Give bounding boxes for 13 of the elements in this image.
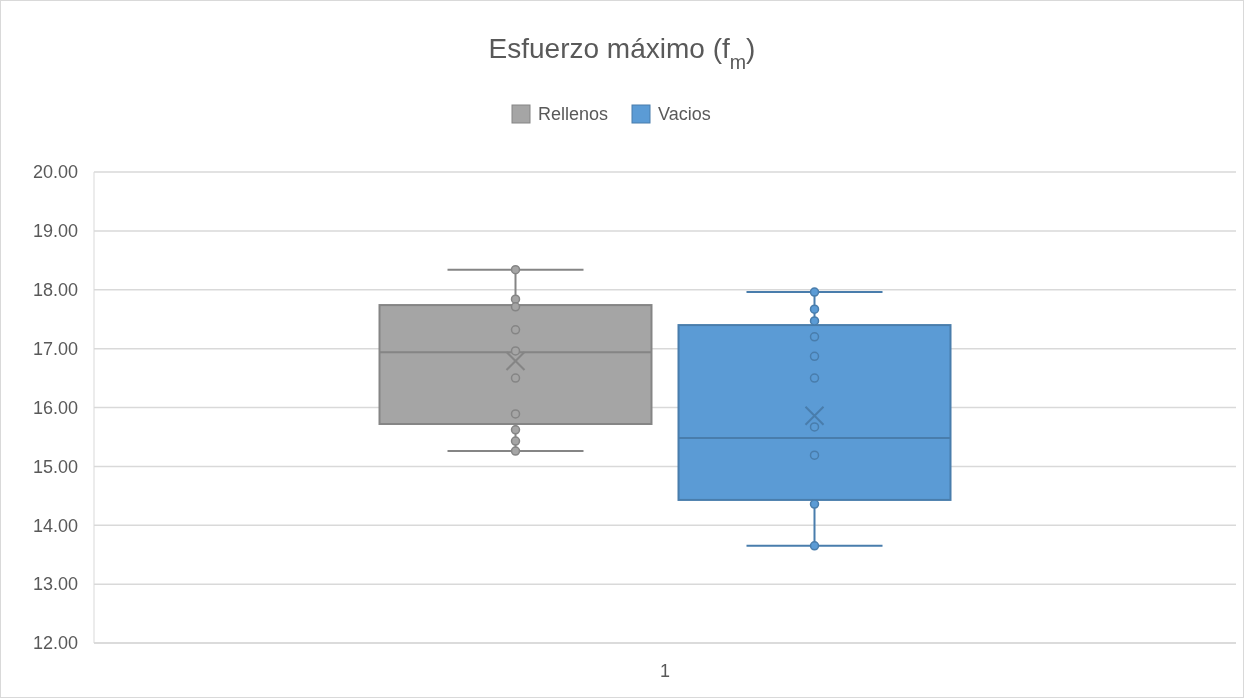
- y-tick-label: 17.00: [32, 338, 78, 359]
- x-tick-label: 1: [659, 661, 671, 681]
- y-tick-label: 14.00: [32, 515, 78, 536]
- legend-label: Rellenos: [538, 104, 609, 125]
- chart-title: Esfuerzo máximo (f$_{m}$): [488, 33, 756, 73]
- y-tick-label: 16.00: [32, 397, 78, 418]
- y-tick-label: 19.00: [32, 221, 78, 242]
- y-tick-label: 12.00: [32, 633, 78, 654]
- y-tick-label: 15.00: [32, 456, 78, 477]
- y-tick-label: 20.00: [32, 162, 78, 183]
- y-tick-label: 13.00: [32, 574, 78, 595]
- legend-label: Vacios: [658, 104, 711, 125]
- y-tick-label: 18.00: [32, 280, 78, 301]
